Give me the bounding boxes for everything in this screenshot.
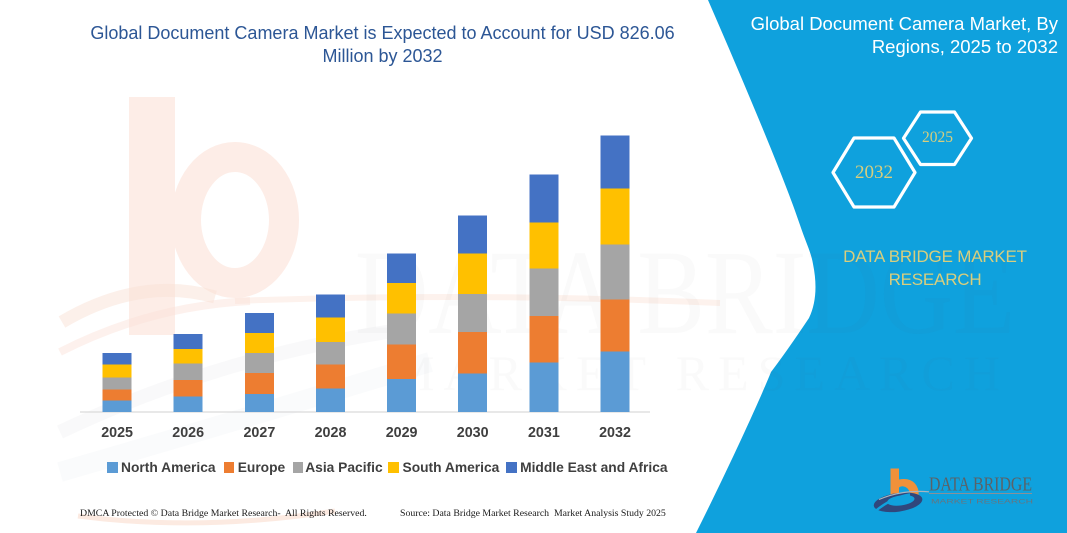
svg-text:DATA BRIDGE: DATA BRIDGE <box>929 473 1032 495</box>
svg-text:MARKET RESEARCH: MARKET RESEARCH <box>931 499 1033 506</box>
